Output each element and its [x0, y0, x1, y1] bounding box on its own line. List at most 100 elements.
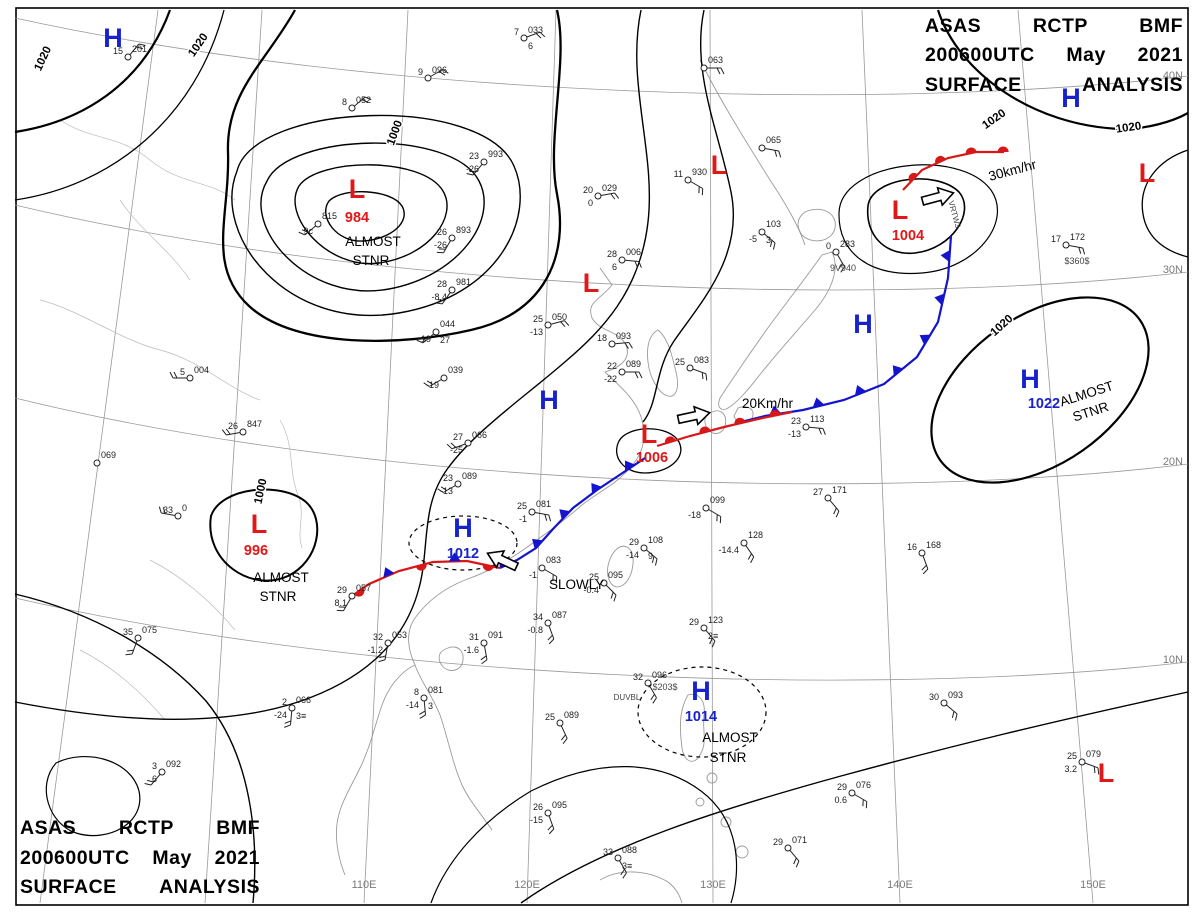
wind-barb	[125, 640, 138, 656]
title-block-bottom-left: ASAS RCTP BMF 200600UTC May 2021 SURFACE…	[20, 814, 260, 902]
high-pressure-center: H	[103, 23, 123, 53]
svg-text:066: 066	[296, 695, 311, 705]
wind-barb	[466, 163, 483, 176]
pressure-value: 996	[244, 543, 268, 559]
svg-text:065: 065	[766, 135, 781, 145]
svg-text:L: L	[641, 419, 658, 449]
title-block-top-right: ASAS RCTP BMF 200600UTC May 2021 SURFACE…	[925, 12, 1183, 100]
svg-text:3.2: 3.2	[1064, 764, 1077, 774]
svg-text:-19: -19	[418, 334, 431, 344]
coastline-path	[39, 299, 261, 401]
station-plot: 29 123 2≡	[689, 615, 723, 648]
wind-barb	[745, 545, 755, 564]
svg-text:L: L	[251, 509, 268, 539]
svg-text:-1: -1	[529, 570, 537, 580]
svg-text:-22: -22	[604, 374, 617, 384]
graticule-line	[1017, 9, 1094, 904]
title-line-2: 200600UTC May 2021	[20, 846, 260, 869]
wind-barb	[298, 225, 317, 236]
svg-text:-19: -19	[426, 380, 439, 390]
svg-text:28: 28	[437, 279, 447, 289]
svg-text:H: H	[1061, 83, 1081, 113]
isobar-value-label: 1000	[253, 478, 270, 506]
title-line-3: SURFACE ANALYSIS	[20, 875, 260, 898]
svg-text:029: 029	[602, 183, 617, 193]
cold-front-triangle	[892, 365, 904, 376]
svg-text:25: 25	[675, 357, 685, 367]
station-plot: 25 089	[545, 710, 579, 744]
text-annotation: VRTW3	[946, 200, 962, 230]
cold-front-triangle	[919, 334, 931, 345]
svg-text:6: 6	[152, 774, 157, 784]
isobar-path	[930, 296, 1150, 484]
station-plot: 17 172	[1051, 232, 1086, 255]
stationary-front	[348, 552, 501, 599]
svg-text:27: 27	[440, 335, 450, 345]
station-plot: 103 -5 3	[749, 219, 781, 250]
svg-text:9: 9	[648, 551, 653, 561]
svg-text:-13: -13	[788, 429, 801, 439]
latitude-label: 40N	[1163, 70, 1183, 82]
text-annotation: DUVBL	[614, 693, 641, 702]
isobar-path	[325, 191, 405, 242]
station-plot: 34 087 -0.8	[527, 610, 567, 645]
svg-text:30: 30	[929, 692, 939, 702]
station-plot: 32 053 -1.2	[367, 630, 407, 663]
svg-text:-0.4: -0.4	[583, 585, 599, 595]
wind-barb	[789, 849, 800, 868]
wind-barb	[480, 645, 488, 665]
svg-text:-1: -1	[519, 514, 527, 524]
isobar-value-label: 1020	[988, 313, 1015, 339]
svg-text:103: 103	[766, 219, 781, 229]
svg-text:3: 3	[766, 235, 771, 245]
svg-text:-8.4: -8.4	[431, 292, 447, 302]
cold-front-triangle	[448, 552, 461, 562]
svg-text:088: 088	[622, 845, 637, 855]
isobar-value-label: 1020	[980, 107, 1008, 132]
svg-text:168: 168	[926, 540, 941, 550]
wind-barb	[708, 509, 722, 524]
svg-text:29: 29	[837, 782, 847, 792]
warm-front-semicircle	[734, 417, 746, 425]
motion-speed-label: 30km/hr	[987, 157, 1038, 184]
cold-front-triangle	[934, 293, 945, 306]
wind-barb	[544, 569, 558, 584]
svg-text:-1.6: -1.6	[463, 645, 479, 655]
svg-text:18: 18	[597, 333, 607, 343]
title-line-3: SURFACE ANALYSIS	[925, 73, 1183, 96]
title-line-2: 200600UTC May 2021	[925, 44, 1183, 67]
isobar-path	[45, 755, 141, 837]
svg-text:3: 3	[428, 701, 433, 711]
station-plot: 5 004	[169, 365, 209, 382]
isobar-value-label: 1020	[186, 31, 211, 59]
svg-text:2≡: 2≡	[708, 631, 718, 641]
high-pressure-center: H 1014 ALMOST STNR	[685, 676, 758, 765]
wind-barb	[690, 181, 704, 196]
svg-text:113: 113	[810, 414, 824, 424]
svg-text:0: 0	[182, 503, 187, 513]
movement-note: ALMOST	[253, 570, 309, 585]
svg-text:096: 096	[432, 65, 447, 75]
svg-text:083: 083	[694, 355, 709, 365]
coastline-path	[679, 693, 705, 762]
graticule-line	[204, 9, 263, 904]
wind-barb	[446, 442, 466, 450]
svg-text:31: 31	[469, 632, 479, 642]
low-pressure-center: L 1004	[892, 195, 924, 244]
isobar-path	[221, 9, 562, 342]
station-plot: 8 081 -14 3	[406, 685, 443, 719]
station-plot: 063	[700, 55, 725, 75]
motion-speed-label: 20Km/hr	[742, 396, 794, 411]
warm-front-semicircle	[699, 426, 711, 434]
coastline-path	[706, 772, 718, 784]
svg-text:L: L	[1098, 758, 1115, 788]
pressure-value: 1006	[636, 450, 668, 466]
isobar-value-label: 1020	[32, 45, 54, 73]
warm-front-semicircle	[908, 172, 918, 183]
svg-text:-1.2: -1.2	[367, 645, 383, 655]
station-plot: 0 283	[826, 239, 855, 273]
station-plot: 15 201	[113, 43, 147, 61]
svg-text:089: 089	[626, 359, 641, 369]
coastline-path	[335, 664, 416, 876]
